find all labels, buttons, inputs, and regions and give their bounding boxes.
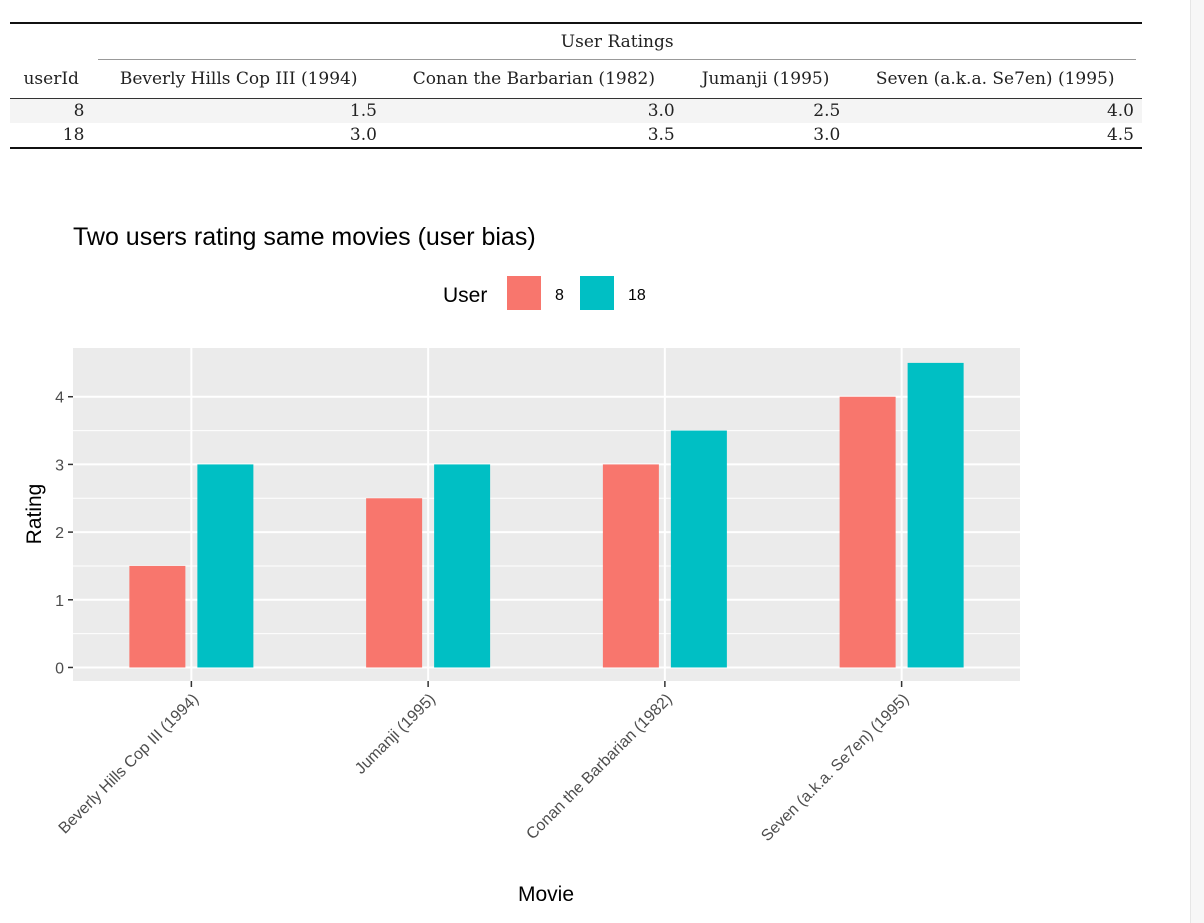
x-tick-label: Seven (a.k.a. Se7en) (1995) [758, 691, 912, 845]
table-cell: 4.5 [1106, 125, 1134, 145]
bar-user-8-2 [366, 498, 423, 668]
table-cell: 4.0 [848, 98, 1142, 123]
bar-user-18-2 [434, 464, 491, 668]
column-header-conan: Conan the Barbarian (1982) [384, 60, 683, 99]
bar-user-8-4 [839, 396, 896, 668]
column-header-beverly-hills-cop: Beverly Hills Cop III (1994) [92, 60, 385, 99]
chart-title: Two users rating same movies (user bias) [73, 223, 536, 251]
table-cell: 1.5 [92, 98, 385, 123]
x-tick-label: Beverly Hills Cop III (1994) [56, 691, 203, 838]
table-group-header: User Ratings [92, 23, 1142, 60]
table-row: 8 1.5 3.0 2.5 4.0 [10, 98, 1142, 123]
table-group-rule [98, 59, 1136, 60]
table-group-header-label: User Ratings [560, 32, 674, 52]
table-cell: 3.0 [349, 125, 377, 145]
legend-title: User [443, 284, 487, 307]
table-cell: 3.5 [647, 125, 675, 145]
table-cell: 8 [10, 98, 93, 123]
ratings-table: User Ratings userId Beverly Hills Cop II… [10, 22, 1142, 149]
y-axis-label: Rating [23, 484, 46, 545]
legend-label-user-8: 8 [555, 287, 564, 304]
x-axis-label: Movie [518, 883, 574, 906]
legend-swatch-user-8 [507, 276, 541, 310]
y-tick-label: 4 [55, 390, 64, 407]
bar-user-18-4 [907, 362, 964, 668]
y-tick-label: 2 [55, 525, 64, 542]
column-header-seven: Seven (a.k.a. Se7en) (1995) [848, 60, 1142, 99]
x-tick-label: Jumanji (1995) [352, 691, 439, 778]
scrollbar[interactable] [1190, 0, 1204, 923]
bar-user-8-1 [129, 565, 186, 668]
y-tick-label: 1 [55, 593, 64, 610]
legend: User 8 18 [443, 276, 646, 310]
table-cell: 2.5 [682, 98, 849, 123]
table-cell: 3.0 [384, 98, 683, 123]
y-tick-label: 3 [55, 457, 64, 474]
column-header-jumanji: Jumanji (1995) [682, 60, 849, 99]
y-tick-label: 0 [55, 660, 64, 677]
bar-user-18-3 [670, 430, 727, 668]
bar-user-8-3 [602, 464, 659, 668]
legend-swatch-user-18 [580, 276, 614, 310]
y-axis: 0 1 2 3 4 [55, 390, 73, 677]
table-cell: 3.0 [813, 125, 841, 145]
legend-label-user-18: 18 [628, 287, 646, 304]
bar-user-18-1 [197, 464, 254, 668]
bars [129, 362, 964, 668]
column-header-userid: userId [10, 60, 93, 99]
ratings-table-container: User Ratings userId Beverly Hills Cop II… [10, 22, 1142, 149]
table-cell: 18 [62, 125, 85, 145]
x-tick-label: Conan the Barbarian (1982) [523, 691, 675, 843]
x-axis: Beverly Hills Cop III (1994) Jumanji (199… [56, 681, 912, 845]
table-header-row: userId Beverly Hills Cop III (1994) Cona… [10, 60, 1142, 99]
table-row: 18 3.0 3.5 3.0 4.5 [10, 123, 1142, 148]
table-group-header-row: User Ratings [10, 23, 1142, 60]
